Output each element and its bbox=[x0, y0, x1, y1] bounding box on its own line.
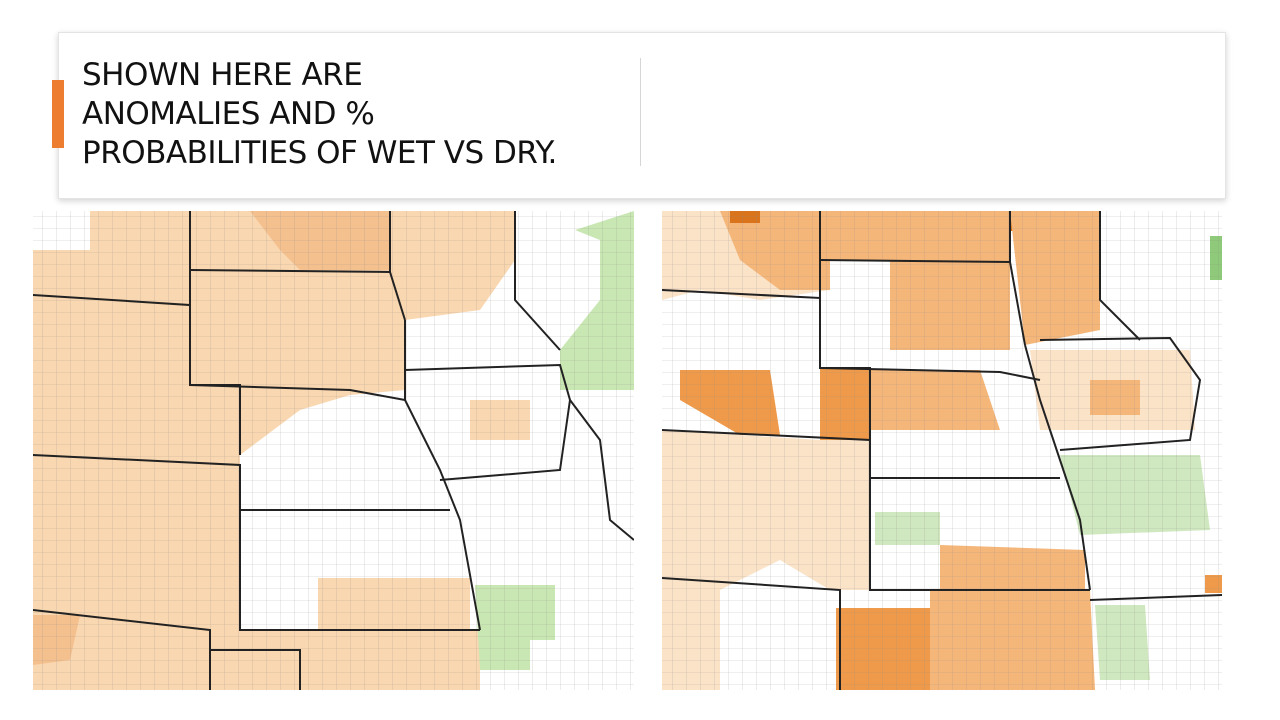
slide-title: SHOWN HERE ARE ANOMALIES AND % PROBABILI… bbox=[82, 56, 557, 173]
accent-bar bbox=[52, 80, 64, 148]
title-card bbox=[58, 32, 1226, 199]
title-line: SHOWN HERE ARE bbox=[82, 57, 363, 93]
title-line: ANOMALIES AND % bbox=[82, 96, 375, 132]
probability-map bbox=[662, 211, 1222, 690]
divider bbox=[640, 58, 641, 166]
title-line: PROBABILITIES OF WET VS DRY. bbox=[82, 135, 557, 171]
anomaly-map bbox=[33, 211, 634, 690]
